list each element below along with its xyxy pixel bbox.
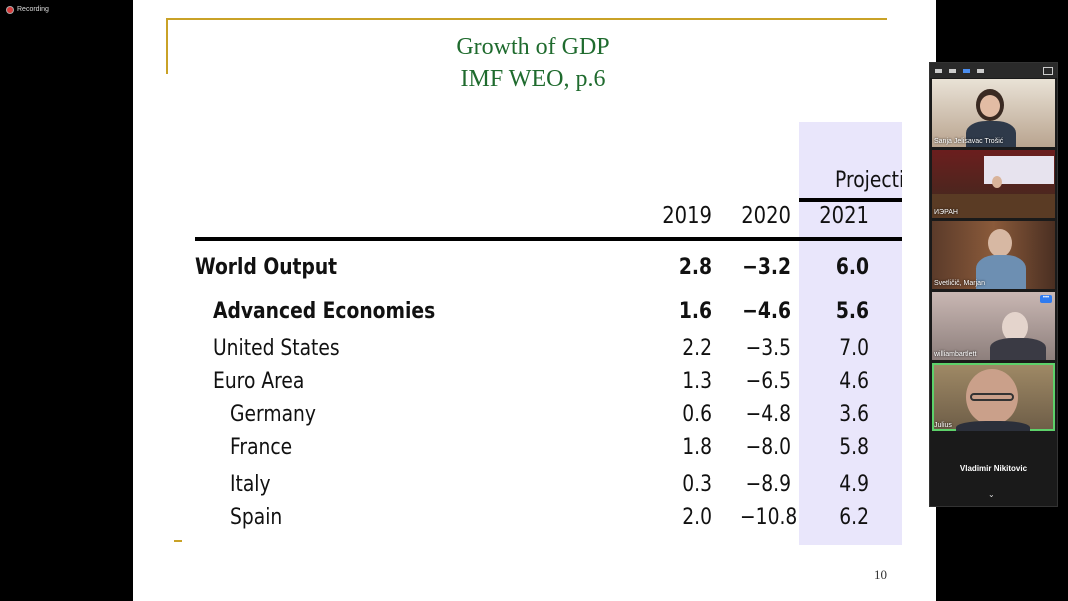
table-row: Italy 0.3 −8.9 4.9: [133, 472, 936, 502]
slide-page-number: 10: [874, 567, 887, 582]
row-label: Italy: [230, 472, 271, 497]
record-icon: [7, 6, 13, 13]
slide-title-line1: Growth of GDP: [456, 34, 610, 60]
year-header-2021: 2021: [819, 203, 869, 229]
projections-label: Projectio: [835, 168, 902, 193]
speaker-view-icon[interactable]: [949, 68, 956, 73]
body-shape: [990, 338, 1046, 360]
row-value-2021: 7.0: [839, 336, 869, 361]
participants-panel: Sanja Jelisavac Trošić ИЭРАН Svetličič, …: [929, 62, 1058, 507]
slide-crop-mask: [133, 545, 936, 601]
minimize-view-icon[interactable]: [935, 68, 942, 73]
table-header-rule: [195, 237, 902, 241]
face-shape: [980, 95, 1000, 117]
slide-left-rule: [166, 18, 168, 74]
row-label: Germany: [230, 402, 316, 427]
row-value-2021: 5.6: [835, 299, 869, 324]
featured-participant-name: Vladimir Nikitovic: [959, 464, 1028, 473]
participant-tile[interactable]: ••• williambartlett: [932, 292, 1055, 360]
table-row: Spain 2.0 −10.8 6.2: [133, 505, 936, 535]
row-value-2021: 6.0: [835, 255, 869, 280]
slide-title: Growth of GDP IMF WEO, p.6: [333, 31, 733, 95]
projection-band: [799, 122, 902, 545]
row-value-2020: −8.9: [745, 472, 791, 497]
row-value-2020: −10.8: [740, 505, 798, 530]
row-value-2021: 5.8: [839, 435, 869, 460]
row-value-2021: 4.9: [839, 472, 869, 497]
participant-tile[interactable]: ИЭРАН: [932, 150, 1055, 218]
body-shape: [956, 421, 1030, 431]
row-value-2020: −4.8: [745, 402, 791, 427]
table-row: Euro Area 1.3 −6.5 4.6: [133, 369, 936, 399]
row-value-2019: 1.8: [682, 435, 712, 460]
year-header-2020: 2020: [741, 203, 791, 229]
face-shape: [1002, 312, 1028, 342]
year-header-2019: 2019: [662, 203, 712, 229]
row-value-2019: 2.2: [682, 336, 712, 361]
face-shape: [992, 176, 1002, 188]
face-shape: [966, 369, 1018, 425]
row-value-2020: −3.2: [742, 255, 791, 280]
exit-fullscreen-icon[interactable]: [1043, 66, 1053, 75]
strip-view-icon[interactable]: [963, 68, 970, 73]
row-label: Spain: [230, 505, 283, 530]
participant-tile-active-speaker[interactable]: Julius: [932, 363, 1055, 431]
desk-shape: [932, 194, 1055, 218]
row-value-2019: 0.6: [682, 402, 712, 427]
row-value-2021: 3.6: [839, 402, 869, 427]
participant-name: ИЭРАН: [934, 209, 958, 216]
table-row: France 1.8 −8.0 5.8: [133, 435, 936, 465]
chevron-down-icon[interactable]: ⌄: [988, 490, 995, 499]
participant-tile[interactable]: Sanja Jelisavac Trošić: [932, 79, 1055, 147]
table-row: Germany 0.6 −4.8 3.6: [133, 402, 936, 432]
gallery-view-icon[interactable]: [977, 68, 984, 73]
featured-participant[interactable]: Vladimir Nikitovic ⌄: [930, 443, 1057, 506]
face-shape: [988, 229, 1012, 257]
participant-name: williambartlett: [934, 351, 977, 358]
participant-name: Svetličič, Marjan: [934, 280, 985, 287]
view-toolbar: [930, 63, 1057, 78]
participant-name: Sanja Jelisavac Trošić: [934, 138, 1004, 145]
row-label: Advanced Economies: [213, 299, 436, 324]
row-label: World Output: [195, 255, 338, 280]
row-value-2019: 2.0: [682, 505, 712, 530]
table-row: Advanced Economies 1.6 −4.6 5.6: [133, 299, 936, 329]
row-value-2020: −4.6: [742, 299, 791, 324]
participant-name: Julius: [934, 422, 952, 429]
row-label: Euro Area: [213, 369, 305, 394]
row-value-2019: 2.8: [678, 255, 712, 280]
shared-slide: Growth of GDP IMF WEO, p.6 Projectio 201…: [133, 0, 936, 601]
row-label: United States: [213, 336, 340, 361]
row-value-2019: 1.6: [678, 299, 712, 324]
row-value-2021: 6.2: [839, 505, 869, 530]
table-row: United States 2.2 −3.5 7.0: [133, 336, 936, 366]
projection-rule: [799, 198, 902, 202]
recording-label: Recording: [17, 6, 49, 13]
body-shape: [966, 121, 1016, 147]
glasses-shape: [970, 393, 1014, 401]
participant-tile[interactable]: Svetličič, Marjan: [932, 221, 1055, 289]
row-value-2019: 1.3: [682, 369, 712, 394]
row-value-2019: 0.3: [682, 472, 712, 497]
row-label: France: [230, 435, 293, 460]
row-value-2020: −6.5: [745, 369, 791, 394]
more-options-icon[interactable]: •••: [1040, 295, 1052, 303]
recording-indicator: Recording: [7, 6, 49, 13]
slide-top-rule: [167, 18, 887, 20]
row-value-2020: −8.0: [745, 435, 791, 460]
slide-title-line2: IMF WEO, p.6: [460, 66, 606, 92]
projection-label-clip: Projectio: [799, 122, 902, 222]
row-value-2020: −3.5: [745, 336, 791, 361]
body-shape: [976, 255, 1026, 289]
table-row: World Output 2.8 −3.2 6.0: [133, 255, 936, 285]
slide-accent-tick: [174, 540, 182, 542]
row-value-2021: 4.6: [839, 369, 869, 394]
